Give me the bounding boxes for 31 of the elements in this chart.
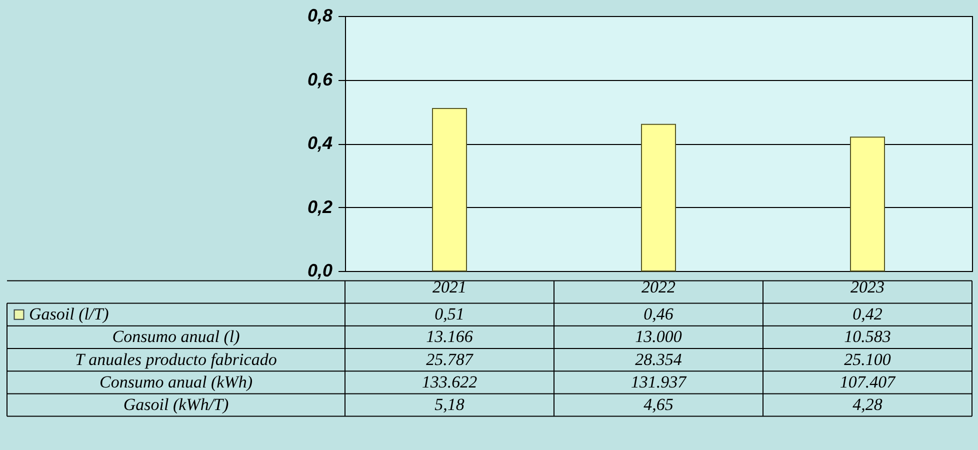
text: 107.407 bbox=[840, 372, 897, 392]
x-tick-label: 2023 bbox=[850, 278, 884, 296]
text: 25.787 bbox=[426, 350, 474, 369]
text: 13.166 bbox=[426, 327, 474, 346]
bar bbox=[641, 124, 676, 272]
text: Consumo anual (l) bbox=[112, 327, 240, 346]
legend-label: Gasoil (l/T) bbox=[29, 304, 110, 324]
text: 4,65 bbox=[644, 395, 674, 414]
text: 5,18 bbox=[434, 395, 465, 414]
y-tick-label: 0,0 bbox=[307, 260, 332, 280]
text: 25.100 bbox=[844, 350, 892, 369]
y-tick-label: 0,8 bbox=[307, 6, 332, 26]
text: T anuales producto fabricado bbox=[75, 350, 277, 369]
text: 10.583 bbox=[844, 327, 891, 346]
y-tick-label: 0,2 bbox=[307, 196, 332, 217]
text: 28.354 bbox=[635, 350, 682, 369]
bar bbox=[432, 108, 467, 272]
y-tick-label: 0,4 bbox=[307, 133, 332, 153]
text: Gasoil (kWh/T) bbox=[123, 395, 229, 414]
text: 133.622 bbox=[422, 372, 478, 392]
text: 4,28 bbox=[852, 395, 883, 414]
text: 131.937 bbox=[630, 372, 688, 392]
y-tick-label: 0,6 bbox=[307, 69, 334, 90]
data-label: 0,51 bbox=[434, 304, 464, 324]
x-tick-label: 2021 bbox=[432, 278, 466, 296]
text: Consumo anual (kWh) bbox=[100, 372, 253, 392]
data-label: 0,46 bbox=[644, 304, 674, 324]
text: 13.000 bbox=[635, 327, 682, 346]
data-label: 0,42 bbox=[852, 304, 883, 324]
x-tick-label: 2022 bbox=[642, 278, 676, 296]
bar bbox=[850, 136, 885, 272]
